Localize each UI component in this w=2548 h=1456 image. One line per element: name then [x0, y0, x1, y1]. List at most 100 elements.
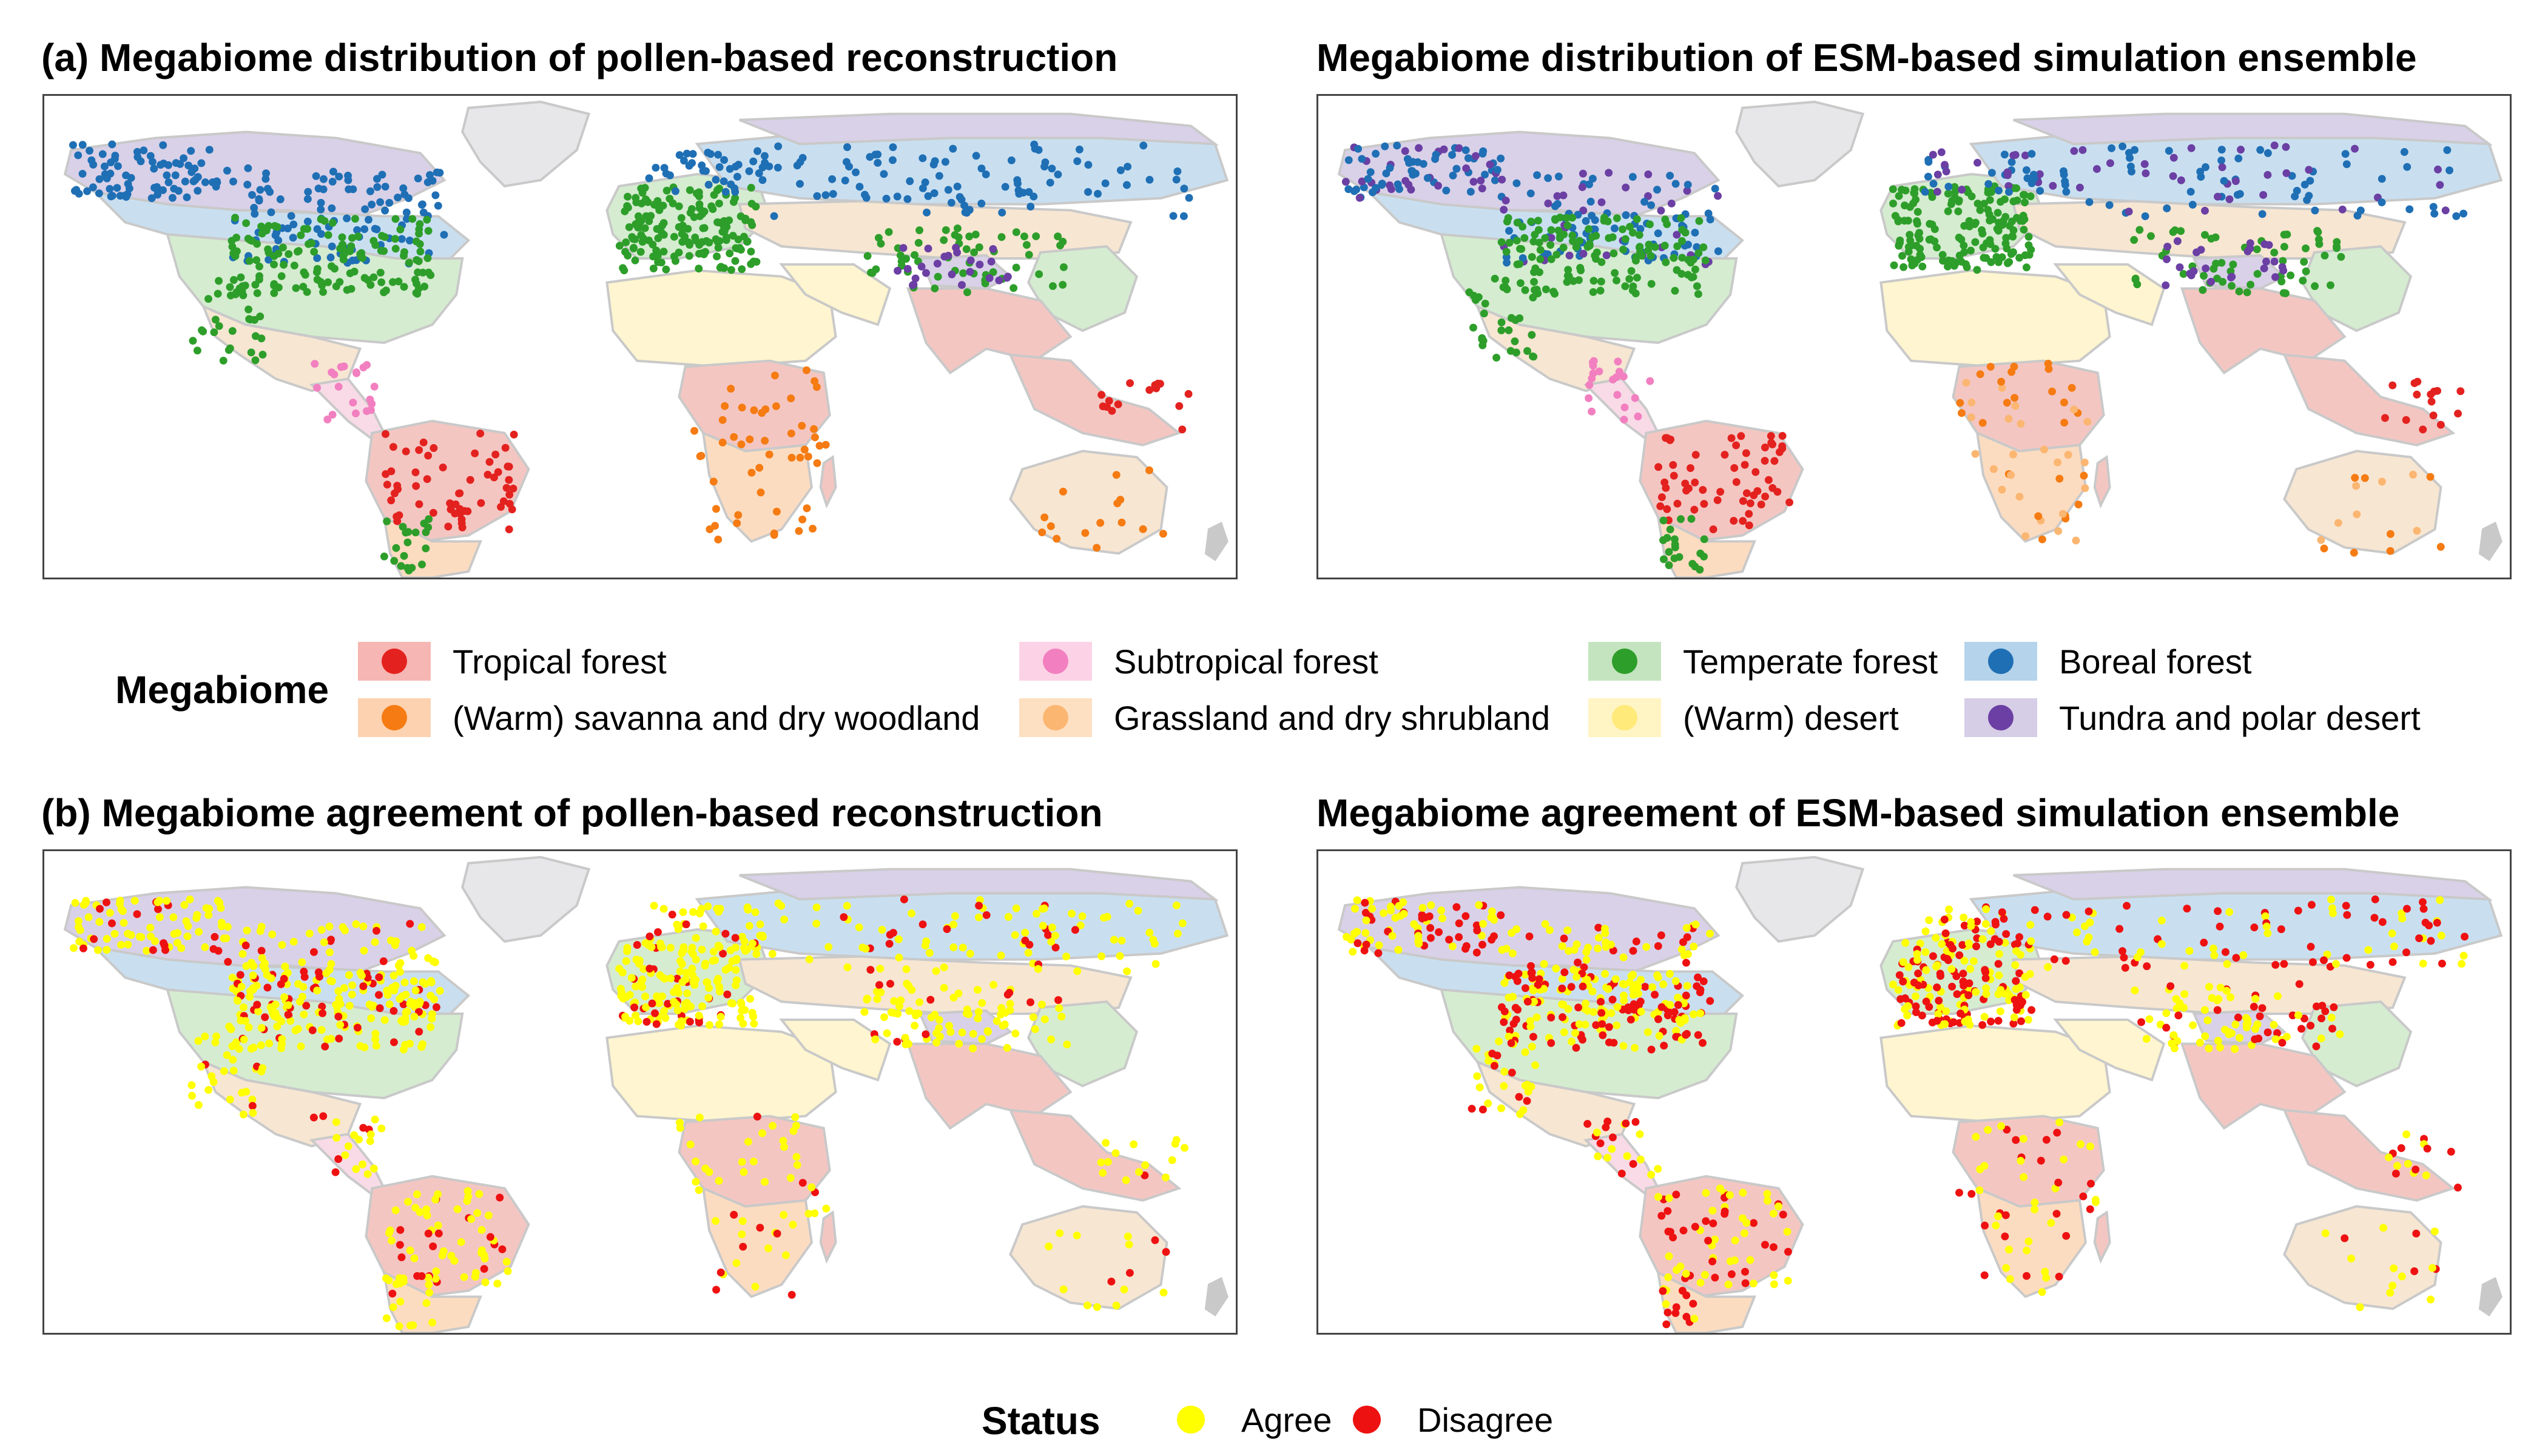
site-point: [958, 1028, 966, 1037]
site-point: [2019, 1134, 2027, 1143]
site-point: [637, 184, 645, 193]
site-point: [366, 187, 374, 195]
site-point: [430, 444, 438, 452]
site-point: [189, 337, 197, 345]
site-point: [1636, 997, 1645, 1006]
site-point: [324, 278, 332, 286]
site-point: [1159, 1289, 1168, 1297]
site-point: [257, 1023, 266, 1032]
map-a-pollen-svg: [47, 96, 1233, 578]
site-point: [2038, 1288, 2046, 1296]
site-point: [949, 920, 958, 929]
site-point: [1959, 969, 1967, 978]
site-point: [1932, 934, 1940, 942]
site-point: [2086, 1205, 2094, 1213]
site-point: [2328, 1025, 2336, 1033]
site-point: [335, 278, 344, 286]
site-point: [843, 143, 851, 152]
site-point: [2427, 397, 2436, 406]
site-point: [390, 557, 399, 565]
site-point: [84, 913, 93, 922]
site-point: [244, 305, 253, 314]
site-point: [424, 268, 433, 277]
site-point: [732, 966, 740, 974]
site-point: [1672, 1303, 1680, 1312]
site-point: [2074, 500, 2083, 509]
legend-key: [1588, 698, 1661, 737]
site-point: [2250, 923, 2259, 932]
site-point: [1631, 394, 1639, 402]
site-point: [1669, 460, 1677, 469]
site-point: [1657, 931, 1665, 940]
site-point: [406, 1246, 414, 1255]
site-point: [360, 274, 369, 282]
site-point: [764, 1244, 772, 1253]
site-point: [1704, 209, 1713, 218]
site-point: [813, 192, 821, 200]
site-point: [491, 450, 500, 459]
site-point: [426, 991, 435, 1000]
site-point: [2208, 994, 2216, 1002]
site-point: [2171, 226, 2179, 234]
site-point: [1124, 163, 1132, 171]
site-point: [672, 187, 679, 195]
site-point: [1708, 1207, 1717, 1215]
site-point: [1120, 1286, 1128, 1293]
site-point: [369, 237, 378, 245]
site-point: [1951, 187, 1960, 196]
site-point: [2388, 929, 2396, 938]
site-point: [222, 934, 231, 943]
site-point: [1488, 913, 1497, 922]
site-point: [1654, 1015, 1662, 1023]
site-point: [1691, 920, 1700, 929]
site-point: [2145, 1015, 2154, 1023]
site-point: [1952, 972, 1961, 980]
land-southeast-asia: [1008, 353, 1182, 447]
site-point: [265, 221, 273, 230]
site-point: [1761, 1241, 1769, 1249]
site-point: [356, 250, 365, 258]
site-point: [2366, 960, 2374, 969]
site-point: [905, 1040, 913, 1048]
land-east-asia-temperate: [2300, 1000, 2413, 1088]
site-point: [703, 978, 712, 986]
site-point: [1108, 406, 1116, 415]
land-new-zealand: [1204, 1276, 1228, 1316]
site-point: [228, 1042, 237, 1051]
site-point: [345, 185, 353, 194]
site-point: [1032, 232, 1040, 240]
site-point: [1898, 186, 1906, 194]
site-point: [631, 256, 639, 265]
site-point: [1690, 1010, 1697, 1019]
site-point: [2173, 237, 2182, 245]
site-point: [359, 1124, 368, 1132]
site-point: [1630, 1005, 1639, 1014]
site-point: [1753, 487, 1762, 495]
site-point: [1540, 960, 1548, 968]
land-southeast-asia: [1008, 1108, 1182, 1202]
site-point: [935, 1024, 943, 1033]
site-point: [210, 328, 218, 337]
site-point: [2009, 1019, 2018, 1028]
site-point: [281, 962, 289, 971]
site-point: [510, 430, 518, 439]
site-point: [1497, 154, 1505, 163]
legend-label: Tropical forest: [453, 642, 667, 681]
site-point: [903, 979, 911, 988]
site-point: [1714, 192, 1722, 200]
site-point: [1929, 180, 1938, 188]
site-point: [1502, 945, 1511, 953]
site-point: [1523, 347, 1531, 355]
site-point: [978, 999, 986, 1007]
site-point: [393, 517, 402, 525]
site-point: [802, 366, 811, 374]
site-point: [1770, 1271, 1778, 1279]
site-point: [1906, 203, 1914, 211]
site-point: [765, 450, 774, 459]
site-point: [1005, 988, 1014, 997]
site-point: [371, 1030, 380, 1038]
site-point: [164, 178, 173, 186]
site-point: [706, 525, 714, 533]
site-point: [1582, 217, 1590, 225]
site-point: [2157, 916, 2166, 925]
